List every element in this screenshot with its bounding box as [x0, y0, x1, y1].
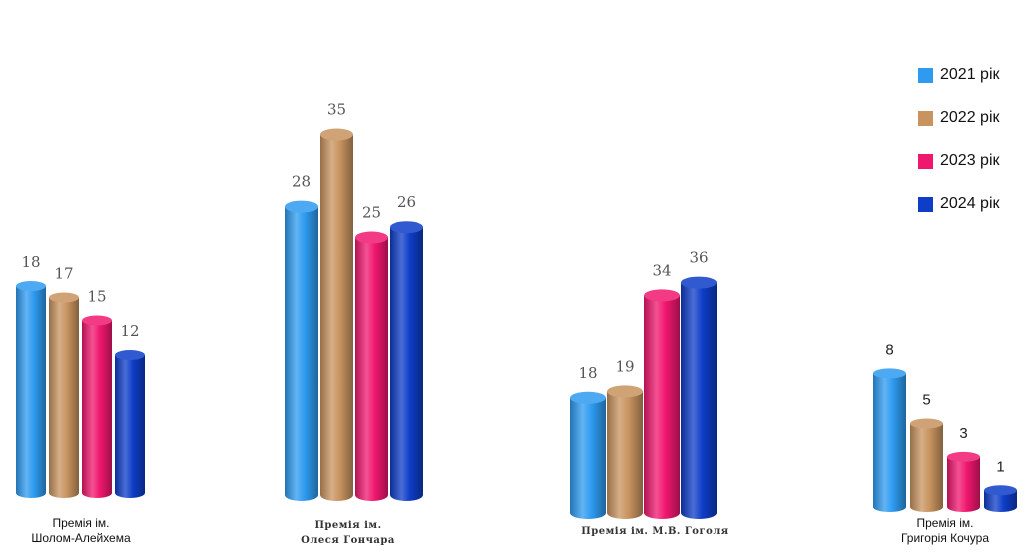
value-label-honchar-2021: 28 [292, 173, 311, 191]
bar-sholom-2022 [49, 292, 79, 498]
legend-item-2024: 2024 рік [918, 184, 1000, 224]
value-label-sholom-2024: 12 [120, 322, 139, 340]
legend-item-2023: 2023 рік [918, 141, 1000, 181]
bar-kochur-2023 [947, 451, 980, 512]
category-label-kochur: Премія ім. Григорія Кочура [860, 516, 1030, 546]
value-label-hohol-2024: 36 [689, 249, 708, 267]
value-label-kochur-2023: 3 [959, 425, 967, 442]
value-label-kochur-2021: 8 [885, 341, 893, 358]
legend-swatch-2022 [918, 110, 933, 126]
bar-kochur-2024 [984, 485, 1017, 512]
legend-label-2022: 2022 рік [940, 109, 1000, 126]
legend-label-2023: 2023 рік [940, 152, 1000, 169]
legend-item-2022: 2022 рік [918, 98, 1000, 138]
legend-label-2024: 2024 рік [940, 195, 1000, 212]
bar-hohol-2021 [570, 391, 606, 519]
legend-swatch-2024 [918, 196, 933, 212]
bar-hohol-2024 [681, 276, 717, 519]
legend-item-2021: 2021 рік [918, 55, 1000, 95]
bar-sholom-2023 [82, 315, 112, 498]
bar-honchar-2022 [320, 128, 353, 501]
value-label-hohol-2022: 19 [615, 357, 634, 375]
category-label-line: Премія ім. М.В. Гоголя [581, 526, 729, 537]
legend-swatch-2021 [918, 67, 933, 83]
category-label-line: Олеся Гончара [301, 535, 395, 546]
bar-sholom-2021 [16, 281, 46, 498]
category-label-sholom: Премія ім. Шолом-Алейхема [0, 516, 162, 546]
bar-kochur-2021 [873, 368, 906, 512]
bar-hohol-2022 [607, 385, 643, 519]
category-label-line: Шолом-Алейхема [31, 531, 131, 545]
value-label-sholom-2022: 17 [54, 265, 73, 283]
category-label-line: Премія ім. [52, 516, 110, 530]
value-label-hohol-2023: 34 [652, 261, 671, 279]
bar-kochur-2022 [910, 418, 943, 512]
category-label-honchar: Премія ім. Олеся Гончара [268, 518, 428, 548]
value-label-kochur-2022: 5 [922, 392, 930, 409]
category-label-line: Григорія Кочура [900, 531, 990, 545]
legend-label-2021: 2021 рік [940, 66, 1000, 83]
value-label-hohol-2021: 18 [578, 364, 597, 382]
legend: 2021 рік 2022 рік 2023 рік 2024 рік [918, 55, 1000, 227]
bar-hohol-2023 [644, 289, 680, 519]
category-label-line: Премія ім. [314, 520, 382, 531]
value-label-kochur-2024: 1 [996, 458, 1004, 475]
category-label-line: Премія ім. [916, 516, 974, 530]
bar-honchar-2024 [390, 221, 423, 501]
bar-sholom-2024 [115, 350, 145, 498]
value-label-honchar-2023: 25 [362, 204, 381, 222]
value-label-sholom-2021: 18 [21, 253, 40, 271]
bar-honchar-2021 [285, 200, 318, 501]
category-label-hohol: Премія ім. М.В. Гоголя [555, 524, 755, 539]
value-label-honchar-2022: 35 [327, 101, 346, 119]
legend-swatch-2023 [918, 153, 933, 169]
value-label-honchar-2024: 26 [397, 193, 416, 211]
bar-honchar-2023 [355, 231, 388, 501]
value-label-sholom-2023: 15 [87, 288, 106, 306]
